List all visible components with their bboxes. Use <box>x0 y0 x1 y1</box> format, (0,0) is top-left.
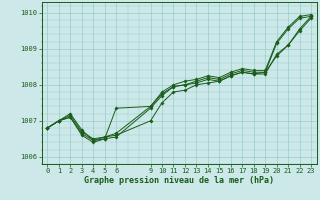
X-axis label: Graphe pression niveau de la mer (hPa): Graphe pression niveau de la mer (hPa) <box>84 176 274 185</box>
